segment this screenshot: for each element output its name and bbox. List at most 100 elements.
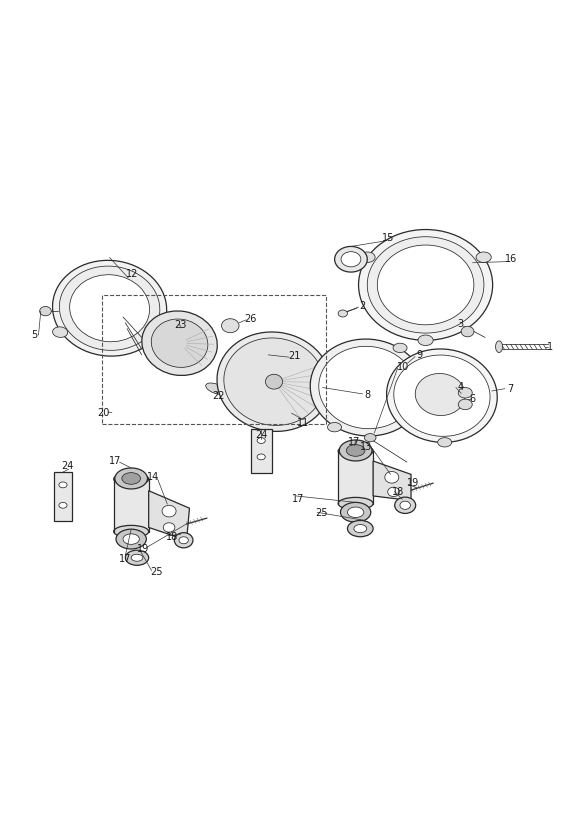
Ellipse shape bbox=[114, 526, 149, 537]
Ellipse shape bbox=[114, 473, 149, 485]
Ellipse shape bbox=[360, 252, 375, 263]
Text: 15: 15 bbox=[381, 233, 394, 243]
Ellipse shape bbox=[394, 355, 490, 437]
Ellipse shape bbox=[257, 454, 265, 460]
Ellipse shape bbox=[59, 482, 67, 488]
Ellipse shape bbox=[347, 507, 364, 517]
Ellipse shape bbox=[222, 319, 239, 333]
Ellipse shape bbox=[69, 274, 150, 342]
Text: 20: 20 bbox=[97, 408, 110, 418]
Ellipse shape bbox=[122, 473, 141, 485]
Text: 4: 4 bbox=[458, 382, 463, 392]
Text: 16: 16 bbox=[504, 254, 517, 264]
Ellipse shape bbox=[458, 399, 472, 410]
Ellipse shape bbox=[224, 338, 324, 425]
Text: 17: 17 bbox=[109, 456, 122, 466]
Polygon shape bbox=[373, 461, 411, 501]
Ellipse shape bbox=[338, 445, 373, 457]
Ellipse shape bbox=[245, 337, 268, 351]
Ellipse shape bbox=[388, 487, 399, 497]
Ellipse shape bbox=[116, 529, 146, 549]
Ellipse shape bbox=[115, 468, 147, 489]
Ellipse shape bbox=[385, 471, 399, 483]
Text: 9: 9 bbox=[417, 350, 423, 360]
Text: 12: 12 bbox=[125, 269, 138, 279]
Ellipse shape bbox=[476, 252, 491, 263]
Ellipse shape bbox=[438, 438, 452, 447]
Polygon shape bbox=[54, 472, 72, 521]
Ellipse shape bbox=[395, 497, 416, 513]
Ellipse shape bbox=[151, 319, 208, 368]
Ellipse shape bbox=[310, 339, 424, 436]
Text: 18: 18 bbox=[166, 532, 178, 542]
Text: 17: 17 bbox=[292, 494, 305, 504]
Text: 17: 17 bbox=[348, 438, 361, 447]
Text: 24: 24 bbox=[61, 461, 73, 471]
Ellipse shape bbox=[335, 246, 367, 272]
Ellipse shape bbox=[328, 423, 342, 432]
Text: 14: 14 bbox=[146, 472, 159, 482]
Text: 13: 13 bbox=[360, 442, 373, 452]
Ellipse shape bbox=[163, 522, 175, 532]
Ellipse shape bbox=[59, 503, 67, 508]
Ellipse shape bbox=[131, 555, 143, 561]
Ellipse shape bbox=[319, 346, 416, 428]
Text: 26: 26 bbox=[244, 314, 257, 324]
Ellipse shape bbox=[354, 525, 367, 532]
Text: 19: 19 bbox=[136, 544, 149, 554]
Polygon shape bbox=[251, 429, 272, 473]
Ellipse shape bbox=[461, 326, 474, 337]
Ellipse shape bbox=[52, 260, 167, 356]
Ellipse shape bbox=[59, 266, 160, 350]
Ellipse shape bbox=[245, 353, 268, 368]
Ellipse shape bbox=[341, 251, 361, 267]
Ellipse shape bbox=[340, 503, 371, 522]
Ellipse shape bbox=[142, 311, 217, 376]
Ellipse shape bbox=[377, 245, 474, 325]
Ellipse shape bbox=[174, 532, 193, 548]
Text: 2: 2 bbox=[360, 301, 366, 311]
Text: 17: 17 bbox=[119, 554, 132, 564]
Ellipse shape bbox=[339, 440, 372, 461]
Ellipse shape bbox=[400, 501, 410, 509]
Ellipse shape bbox=[367, 236, 484, 333]
Ellipse shape bbox=[387, 349, 497, 442]
Bar bbox=[102, 295, 326, 424]
Text: 5: 5 bbox=[31, 330, 37, 340]
Text: 18: 18 bbox=[392, 488, 405, 498]
Text: 25: 25 bbox=[150, 568, 163, 578]
Text: 24: 24 bbox=[255, 430, 268, 440]
Text: 11: 11 bbox=[297, 418, 310, 428]
Ellipse shape bbox=[125, 550, 149, 565]
Bar bbox=[114, 479, 149, 531]
Text: 6: 6 bbox=[469, 394, 475, 404]
Text: 21: 21 bbox=[288, 351, 301, 361]
Ellipse shape bbox=[257, 438, 265, 443]
Text: 1: 1 bbox=[547, 342, 553, 352]
Text: 23: 23 bbox=[174, 320, 187, 330]
Text: 7: 7 bbox=[507, 384, 513, 394]
Text: 3: 3 bbox=[458, 319, 463, 329]
Ellipse shape bbox=[265, 374, 283, 389]
Ellipse shape bbox=[347, 521, 373, 536]
Ellipse shape bbox=[123, 534, 139, 545]
Ellipse shape bbox=[458, 387, 472, 398]
Ellipse shape bbox=[338, 310, 347, 317]
Ellipse shape bbox=[162, 505, 176, 517]
Ellipse shape bbox=[206, 383, 226, 395]
Text: 25: 25 bbox=[315, 508, 328, 518]
Text: 8: 8 bbox=[364, 390, 370, 400]
Ellipse shape bbox=[415, 373, 465, 415]
Ellipse shape bbox=[40, 307, 51, 316]
Ellipse shape bbox=[393, 344, 407, 353]
Polygon shape bbox=[149, 491, 189, 541]
Bar bbox=[338, 451, 373, 503]
Text: 10: 10 bbox=[397, 362, 410, 372]
Text: 22: 22 bbox=[212, 391, 225, 400]
Ellipse shape bbox=[179, 536, 188, 544]
Ellipse shape bbox=[338, 498, 373, 510]
Ellipse shape bbox=[52, 327, 68, 337]
Ellipse shape bbox=[496, 341, 503, 353]
Ellipse shape bbox=[418, 335, 433, 345]
Ellipse shape bbox=[359, 230, 493, 340]
